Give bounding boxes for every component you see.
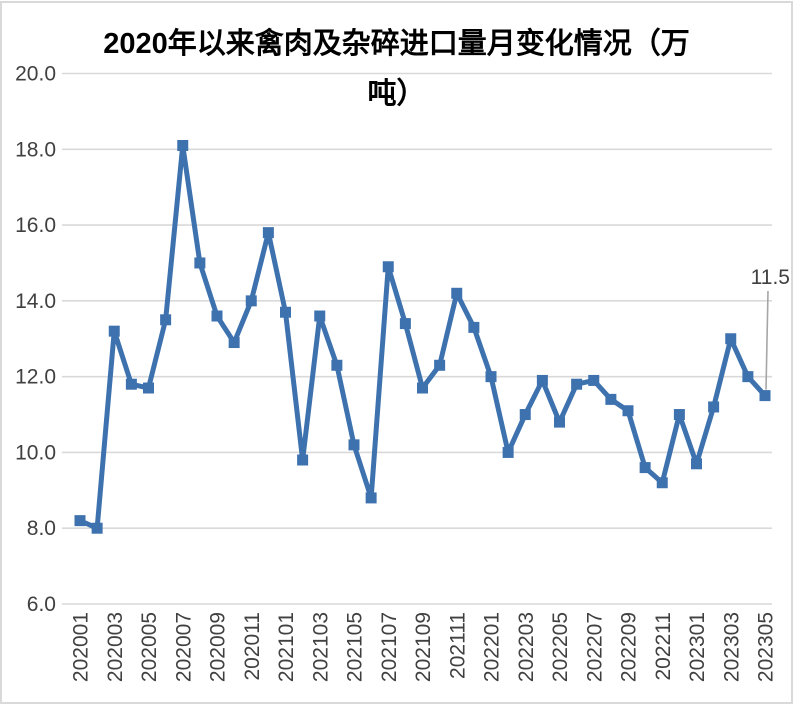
x-axis-tick-label: 202209 (618, 612, 641, 682)
y-axis-tick-label: 14.0 (15, 290, 56, 313)
data-point-marker[interactable] (554, 416, 565, 428)
data-point-marker[interactable] (177, 139, 189, 151)
x-axis-tick-label: 202107 (378, 612, 401, 682)
x-axis-tick-label: 202211 (652, 612, 675, 681)
data-point-marker[interactable] (451, 287, 463, 299)
data-point-marker[interactable] (519, 409, 531, 421)
data-point-marker[interactable] (588, 374, 600, 386)
x-axis-tick-label: 202007 (172, 612, 195, 682)
x-axis-tick-label: 202001 (70, 612, 93, 682)
x-axis-tick-label: 202109 (412, 612, 435, 682)
data-point-marker[interactable] (691, 458, 702, 470)
x-axis-tick-label: 202205 (549, 612, 572, 682)
data-point-marker[interactable] (673, 409, 685, 421)
data-point-marker[interactable] (417, 382, 428, 394)
data-point-marker[interactable] (262, 227, 274, 239)
data-point-marker[interactable] (314, 310, 326, 322)
x-axis-tick-label: 202103 (309, 612, 332, 682)
data-point-marker[interactable] (211, 310, 223, 322)
y-axis-tick-label: 12.0 (15, 366, 56, 389)
data-point-marker[interactable] (656, 477, 668, 489)
data-point-marker[interactable] (143, 382, 154, 394)
annotation-leader-line (765, 290, 769, 390)
data-point-marker[interactable] (536, 374, 548, 386)
data-point-marker[interactable] (194, 257, 206, 269)
x-axis-tick-label: 202305 (755, 612, 778, 682)
data-point-marker[interactable] (125, 378, 137, 390)
x-axis-tick-label: 202009 (207, 612, 230, 682)
y-axis-tick-label: 10.0 (15, 441, 56, 464)
data-point-marker[interactable] (245, 295, 257, 307)
data-point-marker[interactable] (399, 318, 411, 330)
series-line (77, 142, 768, 531)
data-point-marker[interactable] (605, 393, 617, 405)
data-point-marker[interactable] (725, 333, 737, 345)
y-axis-tick-label: 18.0 (15, 138, 56, 161)
data-point-marker[interactable] (502, 446, 514, 458)
data-point-marker[interactable] (74, 515, 86, 527)
y-axis-tick-label: 6.0 (27, 593, 56, 616)
data-point-marker[interactable] (708, 401, 720, 413)
x-axis-tick-label: 202011 (241, 612, 264, 681)
data-point-marker[interactable] (365, 492, 377, 504)
y-axis-tick-label: 20.0 (15, 63, 56, 86)
data-point-marker[interactable] (639, 462, 651, 474)
x-axis-tick-label: 202203 (515, 612, 538, 682)
data-point-marker[interactable] (91, 522, 103, 534)
last-point-data-label: 11.5 (751, 266, 790, 289)
data-point-marker[interactable] (571, 378, 583, 390)
data-point-marker[interactable] (280, 306, 291, 318)
x-axis-tick-label: 202301 (686, 612, 709, 682)
data-point-marker[interactable] (434, 359, 446, 371)
x-axis-tick-label: 202207 (583, 612, 606, 682)
x-axis-tick-label: 202003 (104, 612, 127, 682)
data-point-marker[interactable] (348, 439, 360, 451)
x-axis-tick-label: 202105 (344, 612, 367, 682)
data-point-marker[interactable] (382, 261, 394, 273)
y-axis-tick-label: 8.0 (27, 517, 56, 540)
data-point-marker[interactable] (622, 405, 634, 417)
data-point-marker[interactable] (468, 321, 480, 333)
y-axis-tick-label: 16.0 (15, 214, 56, 237)
x-axis-tick-label: 202111 (446, 612, 469, 679)
data-point-marker[interactable] (160, 314, 172, 326)
x-axis-tick-label: 202005 (138, 612, 161, 682)
x-axis-tick-label: 202303 (720, 612, 743, 682)
x-axis-tick-label: 202101 (275, 612, 298, 682)
data-point-marker[interactable] (297, 454, 309, 466)
data-point-marker[interactable] (331, 359, 343, 371)
data-point-marker[interactable] (108, 325, 120, 337)
data-point-marker[interactable] (228, 337, 240, 349)
data-point-marker[interactable] (485, 371, 497, 383)
data-point-marker[interactable] (759, 390, 771, 402)
x-axis-tick-label: 202201 (481, 612, 504, 682)
data-point-marker[interactable] (742, 371, 754, 383)
